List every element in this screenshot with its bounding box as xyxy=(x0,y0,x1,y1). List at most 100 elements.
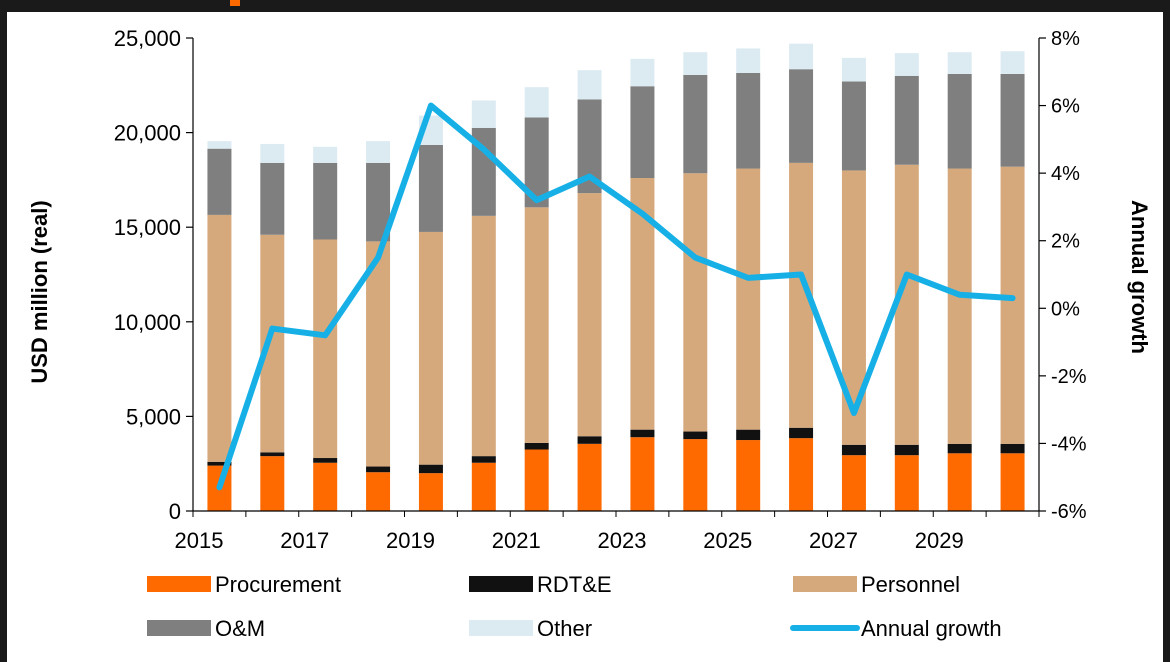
bar-other xyxy=(524,87,549,118)
bar-o-m xyxy=(841,81,866,171)
y2-axis-title: Annual growth xyxy=(1127,200,1152,354)
bar-procurement xyxy=(683,439,708,511)
y-tick-label: 25,000 xyxy=(114,26,181,51)
x-tick-label: 2015 xyxy=(175,528,224,553)
bar-rdt-e xyxy=(894,444,919,456)
bar-rdt-e xyxy=(841,444,866,456)
bar-o-m xyxy=(894,75,919,165)
chart-frame: 0 5,000 10,000 15,000 20,000 25,000 -6% -4% -2%… xyxy=(7,12,1163,662)
bar-personnel xyxy=(683,173,708,432)
x-tick-label: 2019 xyxy=(386,528,435,553)
bar-procurement xyxy=(630,437,655,511)
bar-personnel xyxy=(1000,166,1025,444)
bar-other xyxy=(789,43,814,70)
x-tick-label: 2017 xyxy=(280,528,329,553)
legend-swatch-other xyxy=(469,620,533,636)
annual-growth-line xyxy=(216,102,1016,491)
bar-rdt-e xyxy=(207,461,232,466)
growth-line xyxy=(216,102,1016,491)
bar-procurement xyxy=(524,449,549,511)
x-tick-label: 2027 xyxy=(809,528,858,553)
bar-o-m xyxy=(683,74,708,174)
bars xyxy=(207,43,1025,511)
bar-other xyxy=(1000,51,1025,74)
bar-personnel xyxy=(260,234,285,453)
bar-personnel xyxy=(313,239,338,459)
bar-procurement xyxy=(789,438,814,511)
bar-o-m xyxy=(789,69,814,163)
bar-rdt-e xyxy=(630,429,655,438)
bar-other xyxy=(471,100,496,128)
bar-personnel xyxy=(207,214,232,462)
title-fragment xyxy=(230,0,240,6)
legend-swatch-o-m xyxy=(147,620,211,636)
bar-procurement xyxy=(260,456,285,511)
bar-other xyxy=(630,58,655,87)
axis-titles: USD million (real) Annual growth xyxy=(27,200,1152,384)
y2-tick-label: 8% xyxy=(1051,28,1080,50)
x-tick-label: 2025 xyxy=(703,528,752,553)
bar-rdt-e xyxy=(471,456,496,463)
legend-label-annual-growth: Annual growth xyxy=(861,616,1002,641)
y2-tick-label: 0% xyxy=(1051,298,1080,320)
bar-rdt-e xyxy=(577,436,602,444)
bar-rdt-e xyxy=(524,442,549,450)
bar-procurement xyxy=(577,443,602,511)
bar-procurement xyxy=(947,453,972,511)
bar-rdt-e xyxy=(313,458,338,463)
top-bar xyxy=(0,0,1170,12)
y-axis-title: USD million (real) xyxy=(27,200,52,383)
bar-procurement xyxy=(736,440,761,511)
bar-procurement xyxy=(841,455,866,511)
bar-o-m xyxy=(630,86,655,179)
bar-other xyxy=(577,70,602,100)
legend: Procurement RDT&E Personnel O&M Other Annual … xyxy=(147,572,1002,641)
y2-tick-label: 6% xyxy=(1051,96,1080,118)
y-tick-label: 0 xyxy=(169,499,181,524)
bar-procurement xyxy=(418,473,443,511)
bar-rdt-e xyxy=(683,431,708,440)
bar-personnel xyxy=(366,241,391,467)
bar-rdt-e xyxy=(736,429,761,441)
bar-o-m xyxy=(736,73,761,169)
y-tick-label: 20,000 xyxy=(114,121,181,146)
legend-label-o-m: O&M xyxy=(215,616,265,641)
bar-personnel xyxy=(894,164,919,445)
bar-rdt-e xyxy=(260,452,285,457)
bar-personnel xyxy=(841,170,866,445)
legend-label-personnel: Personnel xyxy=(861,572,960,597)
bar-other xyxy=(894,53,919,76)
y2-axis: -6% -4% -2% 0% 2% 4% 6% 8% xyxy=(1038,28,1087,523)
chart-svg: 0 5,000 10,000 15,000 20,000 25,000 -6% -4% -2%… xyxy=(27,26,1152,641)
bar-personnel xyxy=(524,207,549,443)
x-axis: 2015 2017 2019 2021 2023 2025 2027 2029 xyxy=(175,510,1040,553)
legend-label-rdt-e: RDT&E xyxy=(537,572,612,597)
bar-o-m xyxy=(260,162,285,235)
bar-other xyxy=(947,52,972,74)
bar-rdt-e xyxy=(366,466,391,473)
legend-label-procurement: Procurement xyxy=(215,572,341,597)
y-tick-label: 15,000 xyxy=(114,215,181,240)
bar-personnel xyxy=(736,168,761,430)
legend-swatch-procurement xyxy=(147,576,211,592)
y2-tick-label: 2% xyxy=(1051,231,1080,253)
legend-label-other: Other xyxy=(537,616,592,641)
bar-rdt-e xyxy=(789,427,814,439)
bar-procurement xyxy=(471,462,496,511)
legend-swatch-personnel xyxy=(793,576,857,592)
bar-rdt-e xyxy=(1000,443,1025,454)
bar-procurement xyxy=(366,472,391,511)
bar-other xyxy=(736,48,761,74)
bar-personnel xyxy=(947,168,972,444)
bar-procurement xyxy=(1000,453,1025,511)
bar-rdt-e xyxy=(947,443,972,454)
x-tick-label: 2023 xyxy=(598,528,647,553)
y-tick-label: 5,000 xyxy=(126,404,181,429)
bar-other xyxy=(841,57,866,82)
bar-personnel xyxy=(471,215,496,457)
y-tick-label: 10,000 xyxy=(114,310,181,335)
y-axis: 0 5,000 10,000 15,000 20,000 25,000 xyxy=(114,26,194,524)
x-tick-label: 2029 xyxy=(915,528,964,553)
bar-o-m xyxy=(1000,73,1025,167)
bar-other xyxy=(260,143,285,163)
